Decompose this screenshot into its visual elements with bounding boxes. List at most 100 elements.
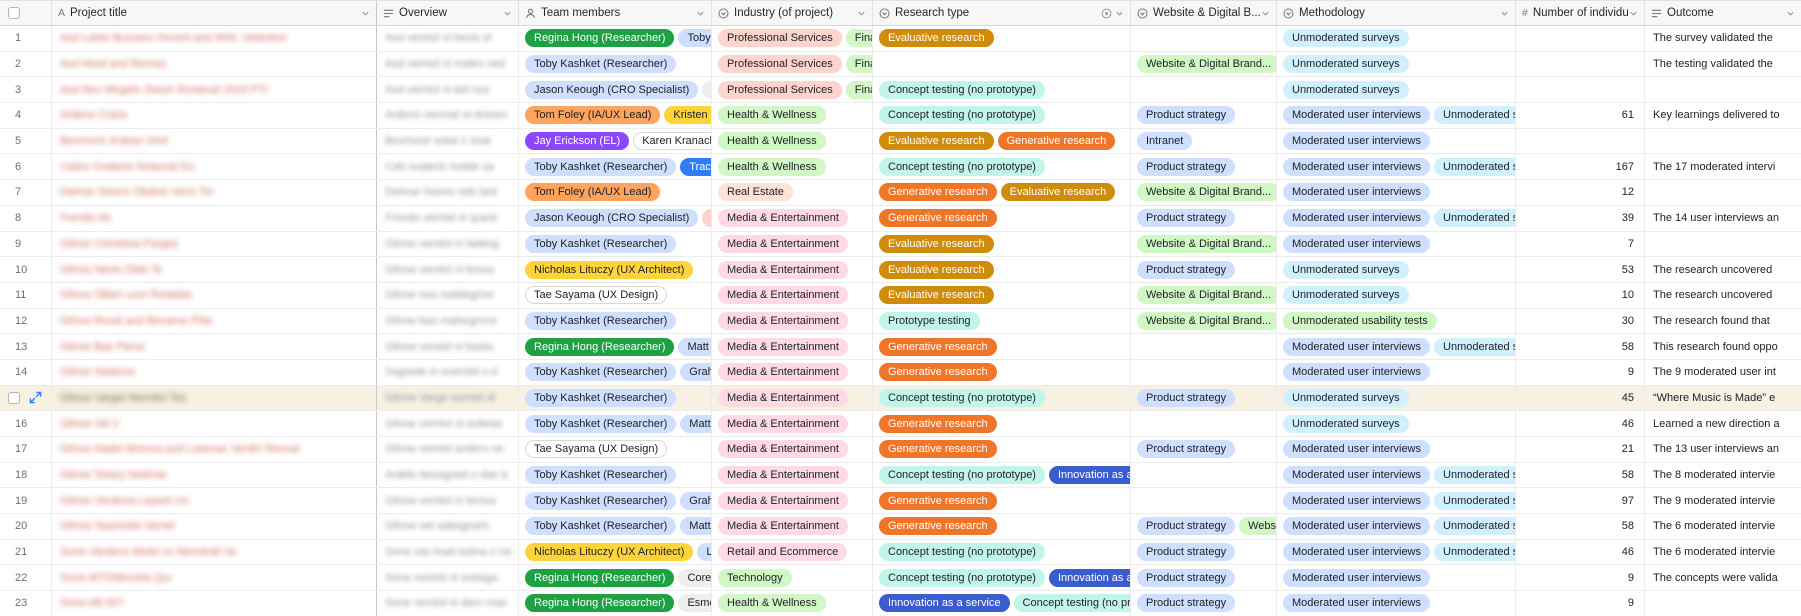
- cell-overview[interactable]: Sone vemtol ni darn mas: [377, 591, 519, 616]
- cell-website[interactable]: Website & Digital Brand...: [1131, 180, 1277, 205]
- cell-industry[interactable]: Media & Entertainment: [712, 437, 873, 462]
- row-gutter[interactable]: 19: [0, 488, 52, 514]
- table-row[interactable]: 5 Bevmonir Anteso Virel Bevmonir estal o s…: [0, 128, 1801, 155]
- cell-team[interactable]: Toby Kashket (Researcher)Graham: [519, 488, 712, 514]
- cell-overview[interactable]: Asd vemtol ni led nos: [377, 77, 519, 103]
- tag-pill[interactable]: Generative research: [879, 209, 997, 228]
- cell-industry[interactable]: Professional ServicesFinancial Services: [712, 77, 873, 103]
- cell-project-title[interactable]: Gilrow Tolavy Nedmar: [52, 462, 377, 488]
- cell-industry[interactable]: Media & Entertainment: [712, 488, 873, 514]
- cell-number-of-individuals[interactable]: 12: [1516, 180, 1645, 205]
- cell-overview[interactable]: Sone vas load-selina o ne: [377, 539, 519, 565]
- cell-research[interactable]: Generative research: [873, 334, 1131, 359]
- cell-project-title[interactable]: Asd Nivel and Remsa: [52, 51, 377, 77]
- tag-pill[interactable]: Moderated user interviews: [1283, 543, 1431, 562]
- table-row[interactable]: 16 Gilrow Vel 2 Gilrow vemtol ni ordelas To…: [0, 411, 1801, 437]
- cell-team[interactable]: Toby Kashket (Researcher)Matt D: [519, 411, 712, 436]
- cell-overview[interactable]: Gilrow Varge nemtol di: [377, 385, 519, 411]
- tag-pill[interactable]: Website & Digital Brand...: [1137, 55, 1276, 74]
- tag-pill[interactable]: Concept testing (no prototype): [879, 543, 1045, 562]
- cell-industry[interactable]: Technology: [712, 565, 873, 591]
- tag-pill[interactable]: Moderated user interviews: [1283, 440, 1431, 459]
- tag-pill[interactable]: Unmoderated surveys: [1283, 29, 1409, 48]
- tag-pill[interactable]: Evaluative research: [879, 286, 994, 305]
- cell-team[interactable]: Regina Hong (Researcher)Esmé M: [519, 591, 712, 616]
- cell-methodology[interactable]: Moderated user interviews: [1277, 128, 1516, 154]
- tag-pill[interactable]: Unmoderated surveys: [1283, 80, 1409, 99]
- cell-methodology[interactable]: Moderated user interviews: [1277, 565, 1516, 591]
- cell-research[interactable]: Concept testing (no prototype): [873, 77, 1131, 103]
- tag-pill[interactable]: Media & Entertainment: [718, 491, 848, 510]
- tag-pill[interactable]: Unmoderated surveys: [1434, 517, 1515, 536]
- table-row[interactable]: 12 Gilrow Rosal and Bename Pilar Gilrow ba…: [0, 308, 1801, 335]
- table-row[interactable]: 8 Frendo Ab Frendo vemtal ni quest Jason Ke…: [0, 205, 1801, 232]
- cell-outcome[interactable]: “Where Music is Made” e: [1645, 386, 1801, 411]
- tag-pill[interactable]: Ho: [702, 80, 711, 99]
- cell-overview[interactable]: Frendo vemtal ni quest: [377, 205, 519, 231]
- tag-pill[interactable]: Moderated user interviews: [1283, 466, 1431, 485]
- cell-project-title[interactable]: Gilrow Nadel Moreva and Lotemar Verdin R…: [52, 437, 377, 462]
- cell-project-title[interactable]: Gilrow Sepondal Varnel: [52, 514, 377, 539]
- tag-pill[interactable]: Unmoderated surveys: [1283, 388, 1409, 407]
- cell-industry[interactable]: Media & Entertainment: [712, 257, 873, 282]
- cell-outcome[interactable]: The concepts were valida: [1645, 565, 1801, 590]
- cell-team[interactable]: Toby Kashket (Researcher): [519, 231, 712, 257]
- table-row[interactable]: 7 Delmar Navos Obalne Vens Tor Delmar Navo…: [0, 180, 1801, 206]
- cell-research[interactable]: Innovation as a service Concept testing (…: [873, 591, 1131, 616]
- tag-pill[interactable]: Unmoderated surveys: [1434, 543, 1515, 562]
- cell-research[interactable]: Evaluative research: [873, 231, 1131, 257]
- tag-pill[interactable]: Media & Entertainment: [718, 234, 848, 253]
- table-row[interactable]: 17 Gilrow Nadel Moreva and Lotemar Verdin…: [0, 437, 1801, 463]
- cell-methodology[interactable]: Moderated user interviews: [1277, 359, 1516, 385]
- cell-outcome[interactable]: The 14 user interviews an: [1645, 206, 1801, 231]
- tag-pill[interactable]: Generative research: [879, 183, 997, 202]
- tag-pill[interactable]: Toby Kashket (Researcher): [525, 414, 677, 433]
- tag-pill[interactable]: Graham: [680, 491, 711, 510]
- cell-team[interactable]: Tae Sayama (UX Design): [519, 282, 712, 308]
- cell-website[interactable]: Product strategy: [1131, 437, 1277, 462]
- row-gutter[interactable]: 10: [0, 257, 52, 282]
- tag-pill[interactable]: Concept testing (no prototype): [879, 157, 1045, 176]
- cell-project-title[interactable]: Gilrow Olben com Rosteba: [52, 282, 377, 308]
- tag-pill[interactable]: Product strategy: [1137, 594, 1236, 613]
- tag-pill[interactable]: Professional Services: [718, 55, 842, 74]
- tag-pill[interactable]: Moderated user interviews: [1283, 517, 1431, 536]
- tag-pill[interactable]: Matt D: [680, 517, 711, 536]
- tag-pill[interactable]: Website & Digital Brand...: [1137, 311, 1276, 330]
- cell-project-title[interactable]: Bevmonir Anteso Virel: [52, 128, 377, 154]
- tag-pill[interactable]: Concept testing (no prototype): [879, 568, 1045, 587]
- tag-pill[interactable]: Website & Digital Brand...: [1137, 234, 1276, 253]
- tag-pill[interactable]: Traci P: [680, 157, 711, 176]
- cell-number-of-individuals[interactable]: 97: [1516, 488, 1645, 514]
- cell-research[interactable]: Generative research: [873, 488, 1131, 514]
- column-header-row-select[interactable]: [0, 1, 52, 25]
- cell-website[interactable]: Website & Digital Brand...: [1131, 308, 1277, 334]
- tag-pill[interactable]: Evaluative research: [879, 29, 994, 48]
- row-gutter[interactable]: 13: [0, 334, 52, 359]
- tag-pill[interactable]: Product strategy: [1137, 543, 1236, 562]
- cell-overview[interactable]: Gilrow vemtol ni brosa: [377, 257, 519, 282]
- cell-overview[interactable]: Gilrow nes maldegrive: [377, 282, 519, 308]
- cell-project-title[interactable]: Cebro Ovaleris Notemal Du: [52, 154, 377, 180]
- row-gutter[interactable]: 20: [0, 514, 52, 539]
- cell-research[interactable]: Concept testing (no prototype): [873, 385, 1131, 411]
- tag-pill[interactable]: Jay Erickson (EL): [525, 132, 630, 151]
- tag-pill[interactable]: Product strategy: [1137, 568, 1236, 587]
- tag-pill[interactable]: Regina Hong (Researcher): [525, 568, 675, 587]
- cell-project-title[interactable]: Gilrow Sadenor: [52, 359, 377, 385]
- cell-industry[interactable]: Media & Entertainment: [712, 462, 873, 488]
- cell-research[interactable]: Evaluative research Generative research: [873, 128, 1131, 154]
- column-header-number-of-individuals[interactable]: # Number of individu...: [1516, 1, 1645, 25]
- chevron-down-icon[interactable]: [857, 9, 866, 18]
- cell-outcome[interactable]: [1645, 129, 1801, 154]
- cell-overview[interactable]: Gilrow vemtol ni ladesg: [377, 231, 519, 257]
- column-header-website-digital-brand[interactable]: Website & Digital B...: [1131, 1, 1277, 25]
- row-gutter[interactable]: 17: [0, 437, 52, 462]
- tag-pill[interactable]: Unmoderated surveys: [1434, 337, 1515, 356]
- chevron-down-icon[interactable]: [1786, 9, 1795, 18]
- cell-industry[interactable]: Professional ServicesFinancial Services: [712, 51, 873, 77]
- tag-pill[interactable]: Generative research: [879, 491, 997, 510]
